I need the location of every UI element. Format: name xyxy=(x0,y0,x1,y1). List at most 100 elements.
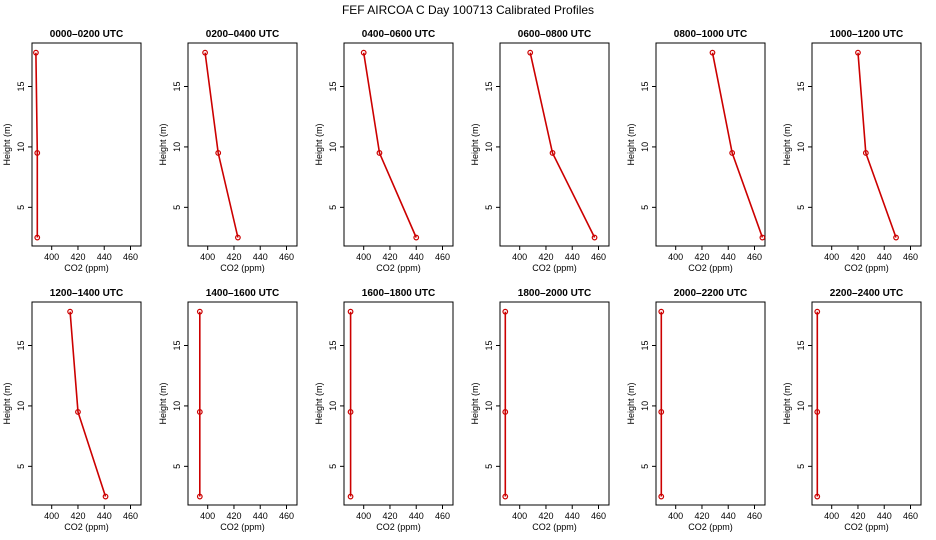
y-tick-label: 15 xyxy=(328,340,338,350)
plot-frame xyxy=(811,301,922,506)
data-point xyxy=(814,308,821,315)
x-tick-label: 400 xyxy=(824,511,839,521)
data-point xyxy=(893,234,899,241)
data-point xyxy=(215,150,222,156)
x-tick-label: 460 xyxy=(903,511,918,521)
y-tick-label: 5 xyxy=(16,464,26,469)
profile-panel: 1600–1800 UTC 400 420 440 460 5 10 15 CO2 (ppm) H… xyxy=(314,288,454,532)
plot-frame xyxy=(655,42,766,247)
data-point xyxy=(196,308,203,315)
y-tick-label: 15 xyxy=(640,81,650,91)
y-axis-label: Height (m) xyxy=(626,382,636,424)
x-tick-label: 400 xyxy=(824,252,839,262)
y-axis-label: Height (m) xyxy=(2,123,12,165)
profile-panel: 0000–0200 UTC 400 420 440 460 5 10 15 CO2 (ppm) H… xyxy=(2,29,142,273)
profile-panel: 1800–2000 UTC 400 420 440 460 5 10 15 CO2 (ppm) H… xyxy=(470,288,610,532)
y-tick-label: 5 xyxy=(640,464,650,469)
plot-frame xyxy=(499,42,610,247)
profile-line xyxy=(857,52,897,238)
x-tick-label: 440 xyxy=(877,252,892,262)
plot-frame xyxy=(187,42,298,247)
plot-frame xyxy=(31,301,142,506)
y-axis-label: Height (m) xyxy=(470,123,480,165)
y-tick-label: 10 xyxy=(328,142,338,152)
y-axis-label: Height (m) xyxy=(470,382,480,424)
profile-panel: 0800–1000 UTC 400 420 440 460 5 10 15 CO2 (ppm) H… xyxy=(626,29,766,273)
panel-title: 2200–2400 UTC xyxy=(830,288,903,299)
y-tick-label: 5 xyxy=(484,205,494,210)
x-tick-label: 400 xyxy=(512,511,527,521)
plot-frame xyxy=(31,42,142,247)
x-tick-label: 400 xyxy=(356,252,371,262)
plot-frame xyxy=(811,42,922,247)
y-tick-label: 10 xyxy=(796,142,806,152)
y-tick-label: 5 xyxy=(16,205,26,210)
profile-panel: 0600–0800 UTC 400 420 440 460 5 10 15 CO2 (ppm) H… xyxy=(470,29,610,273)
x-tick-label: 460 xyxy=(747,511,762,521)
y-axis-label: Height (m) xyxy=(314,382,324,424)
y-tick-label: 10 xyxy=(484,142,494,152)
x-tick-label: 460 xyxy=(435,511,450,521)
profile-panel: 1000–1200 UTC 400 420 440 460 5 10 15 CO2 (ppm) H… xyxy=(782,29,922,273)
y-axis-label: Height (m) xyxy=(314,123,324,165)
y-tick-label: 10 xyxy=(16,142,26,152)
panel-title: 1600–1800 UTC xyxy=(362,288,435,299)
y-tick-label: 15 xyxy=(640,340,650,350)
x-tick-label: 400 xyxy=(668,252,683,262)
y-tick-label: 5 xyxy=(328,205,338,210)
panel-title: 0600–0800 UTC xyxy=(518,29,591,40)
y-tick-label: 5 xyxy=(640,205,650,210)
data-point xyxy=(102,493,109,500)
profile-panel: 1400–1600 UTC 400 420 440 460 5 10 15 CO2 (ppm) H… xyxy=(158,288,298,532)
x-axis-label: CO2 (ppm) xyxy=(532,263,577,273)
x-axis-label: CO2 (ppm) xyxy=(376,522,421,532)
profile-line xyxy=(204,52,239,238)
x-tick-label: 440 xyxy=(877,511,892,521)
data-point xyxy=(413,234,420,241)
y-tick-label: 10 xyxy=(172,142,182,152)
x-tick-label: 440 xyxy=(721,511,736,521)
x-tick-label: 420 xyxy=(850,252,865,262)
x-tick-label: 440 xyxy=(253,252,268,262)
x-tick-label: 460 xyxy=(279,252,294,262)
data-point xyxy=(729,150,736,156)
y-tick-label: 15 xyxy=(328,81,338,91)
y-tick-label: 15 xyxy=(172,81,182,91)
y-tick-label: 15 xyxy=(484,340,494,350)
data-point xyxy=(34,234,41,241)
data-point xyxy=(376,150,383,156)
x-axis-label: CO2 (ppm) xyxy=(220,263,265,273)
x-axis-label: CO2 (ppm) xyxy=(532,522,577,532)
y-tick-label: 15 xyxy=(172,340,182,350)
y-tick-label: 5 xyxy=(172,464,182,469)
x-tick-label: 420 xyxy=(70,252,85,262)
data-point xyxy=(658,493,665,500)
x-tick-label: 420 xyxy=(538,252,553,262)
data-point xyxy=(814,493,821,500)
data-point xyxy=(855,49,861,56)
x-tick-label: 460 xyxy=(747,252,762,262)
y-tick-label: 10 xyxy=(640,142,650,152)
x-tick-label: 460 xyxy=(279,511,294,521)
profile-panel: 0200–0400 UTC 400 420 440 460 5 10 15 CO2 (ppm) H… xyxy=(158,29,298,273)
x-tick-label: 420 xyxy=(226,511,241,521)
x-axis-label: CO2 (ppm) xyxy=(844,522,889,532)
y-tick-label: 10 xyxy=(796,401,806,411)
y-tick-label: 10 xyxy=(640,401,650,411)
x-tick-label: 420 xyxy=(694,511,709,521)
plot-frame xyxy=(343,42,454,247)
y-tick-label: 5 xyxy=(796,464,806,469)
x-tick-label: 440 xyxy=(721,252,736,262)
y-tick-label: 10 xyxy=(484,401,494,411)
data-point xyxy=(196,409,203,415)
x-tick-label: 420 xyxy=(382,511,397,521)
plot-frame xyxy=(187,301,298,506)
data-point xyxy=(658,308,665,315)
x-tick-label: 420 xyxy=(850,511,865,521)
x-tick-label: 460 xyxy=(435,252,450,262)
x-axis-label: CO2 (ppm) xyxy=(220,522,265,532)
data-point xyxy=(347,493,354,500)
profile-panel: 2000–2200 UTC 400 420 440 460 5 10 15 CO2 (ppm) H… xyxy=(626,288,766,532)
x-tick-label: 400 xyxy=(668,511,683,521)
x-tick-label: 440 xyxy=(97,511,112,521)
